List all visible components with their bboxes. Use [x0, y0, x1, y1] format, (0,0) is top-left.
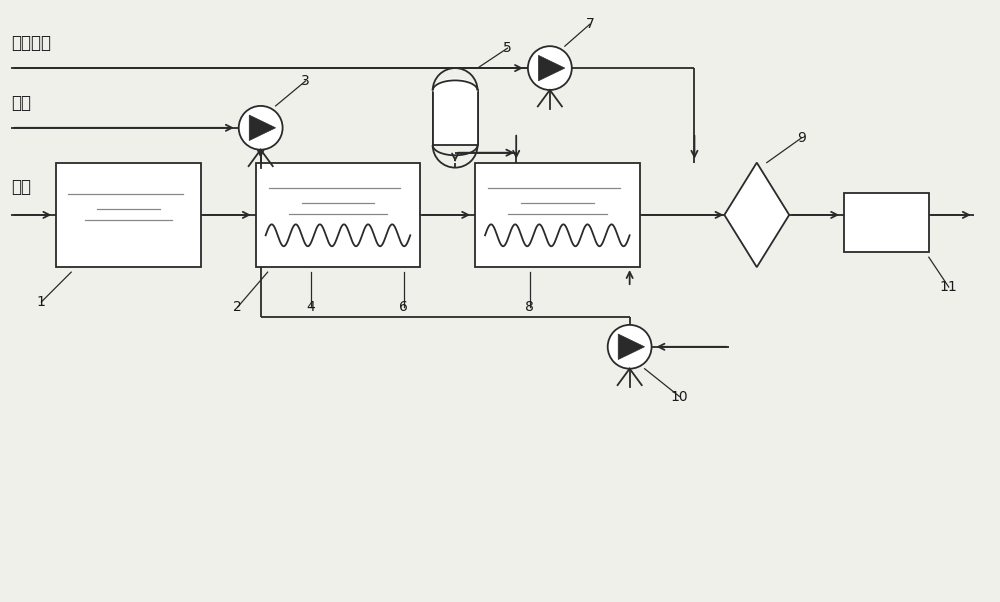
Text: 2: 2 — [233, 300, 242, 314]
Text: 9: 9 — [797, 131, 806, 144]
Text: 6: 6 — [399, 300, 408, 314]
Text: 1: 1 — [37, 295, 46, 309]
Text: 5: 5 — [503, 41, 512, 55]
Text: 高温蔻汽: 高温蔻汽 — [11, 34, 51, 52]
Bar — [256, 163, 420, 267]
Text: 原水: 原水 — [11, 178, 31, 196]
Circle shape — [528, 46, 572, 90]
Bar — [56, 163, 201, 267]
Polygon shape — [618, 334, 645, 359]
Text: 7: 7 — [585, 17, 594, 31]
Polygon shape — [249, 115, 276, 140]
Text: 10: 10 — [671, 389, 688, 403]
Text: 4: 4 — [306, 300, 315, 314]
Circle shape — [608, 325, 652, 368]
Polygon shape — [724, 163, 789, 267]
Circle shape — [239, 106, 283, 150]
Bar — [844, 193, 929, 252]
Bar — [475, 163, 640, 267]
Text: 11: 11 — [940, 280, 958, 294]
Bar — [433, 90, 478, 145]
Polygon shape — [538, 55, 565, 81]
Polygon shape — [433, 79, 478, 90]
Text: 3: 3 — [301, 74, 310, 88]
Text: 8: 8 — [525, 300, 534, 314]
Text: 乏汽: 乏汽 — [11, 94, 31, 112]
